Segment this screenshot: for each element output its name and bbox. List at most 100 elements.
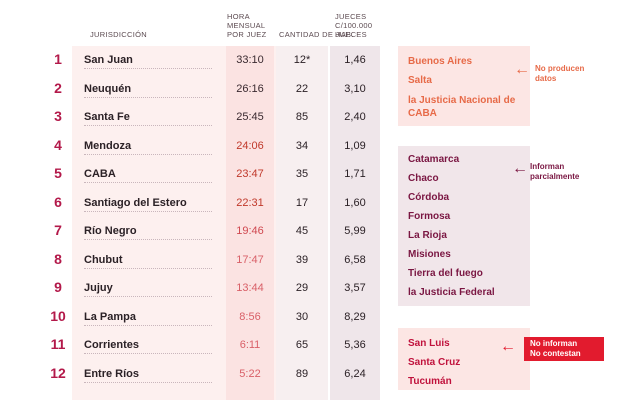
jueces-por-habitantes-value: 1,71 <box>344 168 366 180</box>
jurisdiction-name: La Pampa <box>84 310 136 323</box>
note-informan-parcialmente: Informan parcialmente <box>530 162 579 182</box>
table-row: 7 Río Negro 19:46 45 5,99 <box>0 218 390 246</box>
panel-item: la Justicia Federal <box>408 287 495 298</box>
dotted-leader <box>84 267 212 269</box>
jueces-por-habitantes-value: 1,60 <box>344 196 366 209</box>
header-jueces-line: HAB. <box>335 30 354 39</box>
header-hora-line: HORA <box>227 12 250 21</box>
cantidad-jueces-value: 22 <box>295 82 309 95</box>
hora-mensual-value: 22:31 <box>236 196 264 209</box>
jurisdiction-name: Mendoza <box>84 139 132 152</box>
table-row: 9 Jujuy 13:44 29 3,57 <box>0 275 390 303</box>
rank-number: 3 <box>54 108 62 124</box>
jurisdiction-name: Río Negro <box>84 225 137 237</box>
panel-item: Buenos Aires <box>408 56 473 67</box>
jueces-por-habitantes-value: 6,58 <box>344 253 366 266</box>
panel-no-producen: Buenos Aires Salta la Justicia Nacional … <box>398 46 530 126</box>
panel-item: Tucumán <box>408 376 452 387</box>
rank-number: 8 <box>54 250 62 267</box>
note-no-informan: No informan No contestan <box>530 339 581 359</box>
header-hora-line: POR JUEZ <box>227 30 267 39</box>
dotted-leader <box>84 239 212 240</box>
panel-item: Catamarca <box>408 154 460 165</box>
note-line: No contestan <box>530 349 581 358</box>
panel-no-informan: San Luis Santa Cruz Tucumán <box>398 328 530 390</box>
jurisdiction-name: Jujuy <box>84 282 113 294</box>
rank-number: 10 <box>50 307 66 324</box>
cantidad-jueces-value: 89 <box>295 367 309 380</box>
table-row: 1 San Juan 33:10 12* 1,46 <box>0 47 390 75</box>
header-cantidad-jueces: CANTIDAD DE JUECES <box>279 30 367 39</box>
rank-number: 4 <box>54 136 62 153</box>
hora-mensual-value: 25:45 <box>236 111 264 123</box>
panel-informan-parcialmente: Catamarca Chaco Córdoba Formosa La Rioja… <box>398 146 530 306</box>
cantidad-jueces-value: 12* <box>293 54 311 66</box>
panel-item: San Luis <box>408 338 450 349</box>
table-row: 10 La Pampa 8:56 30 8,29 <box>0 304 390 332</box>
panel-item: CABA <box>408 108 437 119</box>
rank-number: 1 <box>54 51 62 67</box>
cantidad-jueces-value: 34 <box>295 139 309 152</box>
header-hora-line: MENSUAL <box>227 21 266 30</box>
header-hora-mensual: HORA MENSUAL POR JUEZ <box>227 12 277 39</box>
note-no-producen: No producen datos <box>535 64 584 84</box>
hora-mensual-value: 8:56 <box>239 310 261 323</box>
note-line: No informan <box>530 339 578 348</box>
table-row: 5 CABA 23:47 35 1,71 <box>0 161 390 189</box>
jueces-por-habitantes-value: 3,57 <box>344 282 366 294</box>
jueces-por-habitantes-value: 2,40 <box>344 111 366 123</box>
jurisdiction-name: Chubut <box>84 253 123 266</box>
table-row: 3 Santa Fe 25:45 85 2,40 <box>0 104 390 132</box>
hora-mensual-value: 5:22 <box>239 367 261 380</box>
hora-mensual-value: 33:10 <box>236 54 264 66</box>
dotted-leader <box>84 324 212 326</box>
hora-column-background <box>226 46 274 400</box>
note-line: No producen <box>535 64 585 73</box>
jueces-por-habitantes-value: 1,46 <box>344 54 366 66</box>
header-jueces-line: JUECES <box>335 12 367 21</box>
jurisdiction-name: Neuquén <box>84 82 132 95</box>
rank-number: 9 <box>54 279 62 295</box>
cantidad-jueces-value: 29 <box>295 282 309 294</box>
panel-item: Formosa <box>408 211 451 222</box>
hora-mensual-value: 13:44 <box>236 282 264 294</box>
header-jueces-line: c/100.000 <box>335 21 373 30</box>
dotted-leader <box>84 353 212 354</box>
jurisdiction-name: Entre Ríos <box>84 367 140 380</box>
header-jueces-por-habitantes: JUECES c/100.000 HAB. <box>335 12 387 39</box>
rank-number: 6 <box>54 193 62 210</box>
table-row: 6 Santiago del Estero 22:31 17 1,60 <box>0 190 390 218</box>
table-row: 11 Corrientes 6:11 65 5,36 <box>0 332 390 360</box>
jurisdiction-name: CABA <box>84 168 116 180</box>
cantidad-jueces-value: 85 <box>295 111 309 123</box>
note-line: Informan <box>530 162 565 171</box>
jueces-column-background <box>330 46 380 400</box>
table-row: 4 Mendoza 24:06 34 1,09 <box>0 133 390 161</box>
cantidad-jueces-value: 65 <box>295 339 309 351</box>
arrow-left-icon: ← <box>500 338 516 355</box>
hora-mensual-value: 17:47 <box>236 253 264 266</box>
jurisdiction-name: Corrientes <box>84 339 140 351</box>
rank-number: 5 <box>54 165 62 181</box>
jurisdiction-name: San Juan <box>84 54 133 66</box>
jurisdiction-name: Santa Fe <box>84 111 130 123</box>
dotted-leader <box>84 381 212 383</box>
rank-number: 12 <box>50 364 66 381</box>
jurisdiction-name: Santiago del Estero <box>84 196 187 209</box>
rank-number: 7 <box>54 222 62 238</box>
rank-number: 11 <box>50 336 66 352</box>
note-line: parcialmente <box>530 172 580 181</box>
rank-number: 2 <box>54 79 62 96</box>
cantidad-jueces-value: 39 <box>295 253 309 266</box>
cantidad-jueces-value: 17 <box>295 196 309 209</box>
jueces-por-habitantes-value: 1,09 <box>344 139 366 152</box>
jueces-por-habitantes-value: 3,10 <box>344 82 366 95</box>
dotted-leader <box>84 153 212 155</box>
arrow-left-icon: ← <box>514 61 530 78</box>
dotted-leader <box>84 96 212 98</box>
dotted-leader <box>84 125 212 126</box>
note-badge-background <box>524 337 604 361</box>
jueces-por-habitantes-value: 8,29 <box>344 310 366 323</box>
hora-mensual-value: 26:16 <box>236 82 264 95</box>
